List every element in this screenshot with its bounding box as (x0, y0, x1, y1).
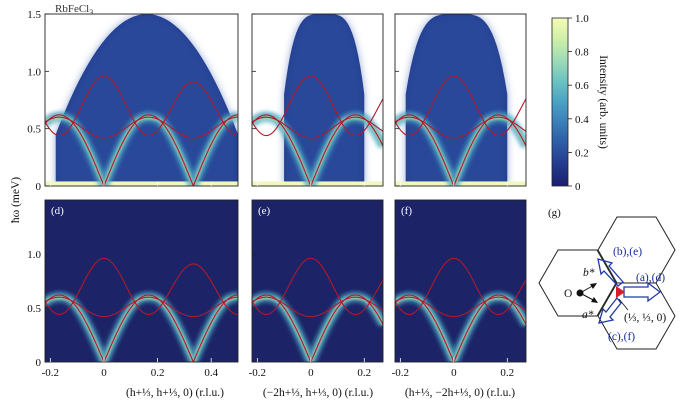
hexagon-left (538, 249, 617, 317)
hexagon-bottom (597, 282, 676, 350)
panel-frame (251, 13, 384, 187)
model-curve-2 (45, 257, 238, 316)
y-tick-label: 1.0 (27, 66, 41, 78)
model-curve-3 (252, 296, 383, 318)
x-tick-label: 0 (308, 367, 314, 379)
y-tick-label: 1.0 (27, 249, 41, 261)
panel-label-g: (g) (548, 207, 561, 219)
measured-haze (55, 14, 238, 186)
model-curve-2 (252, 75, 383, 137)
panel-c: (c) (394, 13, 527, 187)
panel-e: (e) -0.2 0 0.2 (249, 199, 384, 379)
measured-haze (405, 14, 508, 186)
label-cf: (c),(f) (608, 331, 635, 343)
x-tick-label: -0.2 (42, 367, 59, 379)
panel-frame (394, 199, 527, 363)
arrow-ad (623, 281, 662, 303)
model-curve-2 (395, 257, 526, 316)
colorbar-tick-label: 1.0 (575, 13, 589, 25)
y-tick-label: 0.5 (27, 124, 41, 136)
panel-label: (d) (51, 205, 64, 217)
model-curve-1 (252, 294, 383, 362)
model-curve-3 (395, 116, 526, 139)
label-ad: (a),(d) (636, 272, 665, 284)
panel-d: (d)-0.2 0 0.2 0.400.51.0 (27, 199, 239, 379)
model-curve-3 (45, 116, 238, 139)
model-curve-2 (252, 257, 383, 316)
y-tick-label: 0 (36, 181, 42, 193)
model-curve-1 (395, 294, 526, 362)
arrow-cf (598, 296, 622, 324)
k-point-marker (616, 286, 625, 298)
y-tick-label: 0 (36, 357, 42, 369)
model-curve-2 (45, 75, 238, 137)
x-tick-label: 0.2 (500, 367, 514, 379)
colorbar-tick-label: 0.2 (575, 147, 589, 159)
colorbar-fill (551, 17, 569, 187)
x-tick-label: 0 (101, 367, 107, 379)
elastic-line (45, 181, 238, 186)
y-axis-label: ħω (meV) (10, 177, 22, 223)
panel-label: (a) (51, 19, 64, 31)
model-curve-3 (45, 296, 238, 318)
label-be: (b),(e) (613, 246, 642, 258)
colorbar-label: Intensity (arb. units) (597, 55, 609, 149)
x-tick-label: -0.2 (392, 367, 409, 379)
b-star-label: b* (583, 267, 595, 279)
y-tick-label: 1.5 (27, 9, 41, 21)
model-curve-1 (45, 294, 238, 362)
x-tick-label: 0.2 (357, 367, 371, 379)
a-star-label: a* (582, 309, 594, 321)
x-tick-label: 0 (451, 367, 457, 379)
k-point-label: (⅓, ⅓, 0) (624, 312, 666, 324)
arrow-be (597, 258, 624, 287)
colorbar-tick-label: 0.8 (575, 47, 589, 59)
panel-frame (44, 13, 239, 187)
x-tick-label: 0.4 (204, 367, 218, 379)
colorbar: Intensity (arb. units) 0 0.2 0.4 0.6 0.8 1.0 (551, 13, 609, 193)
x-axis-label-left: (h+⅓, h+⅓, 0) (r.l.u.) (126, 387, 224, 399)
reciprocal-lattice-diagram: (g) O b* a* (b),(e) (a),(d) (c),(f) (⅓, … (538, 207, 676, 350)
panel-f: (f) -0.2 0 0.2 (392, 199, 527, 379)
colorbar-tick-label: 0 (575, 181, 581, 193)
panel-a: (a) 0 0.5 1.0 1.5 (27, 9, 239, 193)
x-axis-label-middle: (−2h+⅓, h+⅓, 0) (r.l.u.) (263, 387, 373, 399)
model-curve-3 (395, 296, 526, 318)
colorbar-tick-label: 0.6 (575, 80, 589, 92)
k-point-pointer (618, 298, 629, 311)
model-curve-1 (45, 114, 238, 186)
material-title: RbFeCl3 (55, 3, 93, 17)
panel-frame (44, 199, 239, 363)
measured-haze (284, 14, 365, 186)
y-tick-label: 0.5 (27, 303, 41, 315)
panels: (a)00.51.01.5(b) (c)(d)-0.2 0 0.2 0.400.51.0… (27, 9, 527, 379)
model-curve-1 (252, 114, 383, 186)
b-star-arrowhead (590, 283, 597, 289)
x-tick-label: 0.2 (151, 367, 165, 379)
colorbar-tick-label: 0.4 (575, 114, 589, 126)
a-star-arrowhead (591, 297, 598, 303)
panel-label: (c) (401, 19, 414, 31)
panel-label: (f) (401, 205, 412, 217)
panel-frame (251, 199, 384, 363)
panel-label: (e) (258, 205, 271, 217)
elastic-line (395, 181, 526, 186)
model-curve-2 (395, 75, 526, 137)
panel-b: (b) (251, 13, 384, 187)
panel-frame (394, 13, 527, 187)
x-tick-label: -0.2 (249, 367, 266, 379)
model-curve-1 (395, 114, 526, 186)
origin-label: O (564, 288, 572, 300)
panel-label: (b) (258, 19, 271, 31)
model-curve-3 (252, 116, 383, 139)
x-axis-label-right: (h+⅓, −2h+⅓, 0) (r.l.u.) (405, 387, 515, 399)
elastic-line (252, 181, 383, 186)
